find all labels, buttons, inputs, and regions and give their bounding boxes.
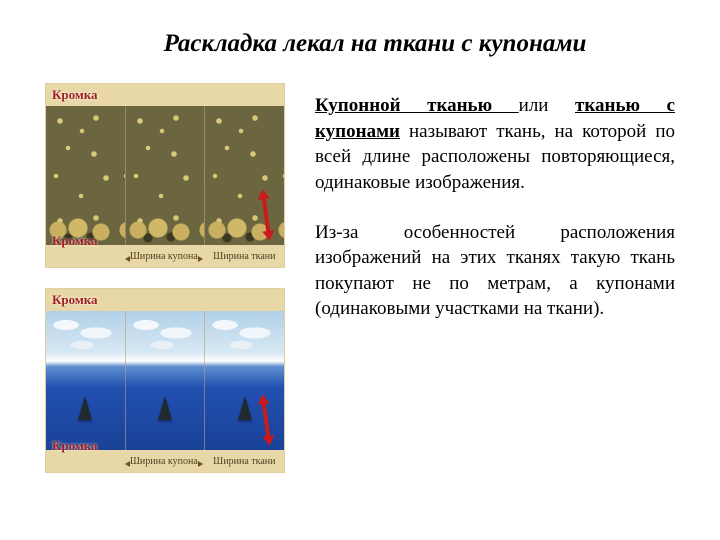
bottom-labels: Ширина купона Ширина ткани bbox=[46, 246, 284, 266]
coupon-width-label: Ширина купона bbox=[125, 456, 204, 467]
coupon-panel bbox=[46, 311, 126, 450]
coupon-panel bbox=[126, 311, 206, 450]
fabric-diagram-sea: Кромка Кромка Ширина купона Ширина ткани bbox=[45, 288, 285, 473]
panel-area bbox=[46, 311, 284, 450]
text-column: Купонной тканью или тканью с купонами на… bbox=[315, 83, 675, 473]
figures-column: Кромка Кромка Ширина купона Ширина ткани… bbox=[45, 83, 285, 473]
text-segment: или bbox=[519, 95, 575, 116]
width-arrow-icon bbox=[254, 185, 278, 245]
content-row: Кромка Кромка Ширина купона Ширина ткани… bbox=[45, 83, 675, 473]
page-title: Раскладка лекал на ткани с купонами bbox=[45, 30, 675, 58]
edge-label-top: Кромка bbox=[52, 292, 98, 308]
paragraph-2: Из-за особенностей расположения изображе… bbox=[315, 220, 675, 323]
fabric-diagram-floral: Кромка Кромка Ширина купона Ширина ткани bbox=[45, 83, 285, 268]
edge-label-bottom: Кромка bbox=[52, 233, 98, 249]
edge-label-top: Кромка bbox=[52, 87, 98, 103]
coupon-width-label: Ширина купона bbox=[125, 251, 204, 262]
term-coupon-fabric: Купонной тканью bbox=[315, 95, 519, 116]
coupon-panel bbox=[46, 106, 126, 245]
paragraph-1: Купонной тканью или тканью с купонами на… bbox=[315, 93, 675, 196]
fabric-width-label: Ширина ткани bbox=[203, 251, 282, 262]
width-arrow-icon bbox=[254, 390, 278, 450]
edge-label-bottom: Кромка bbox=[52, 438, 98, 454]
bottom-labels: Ширина купона Ширина ткани bbox=[46, 451, 284, 471]
panel-area bbox=[46, 106, 284, 245]
coupon-panel bbox=[126, 106, 206, 245]
fabric-width-label: Ширина ткани bbox=[203, 456, 282, 467]
